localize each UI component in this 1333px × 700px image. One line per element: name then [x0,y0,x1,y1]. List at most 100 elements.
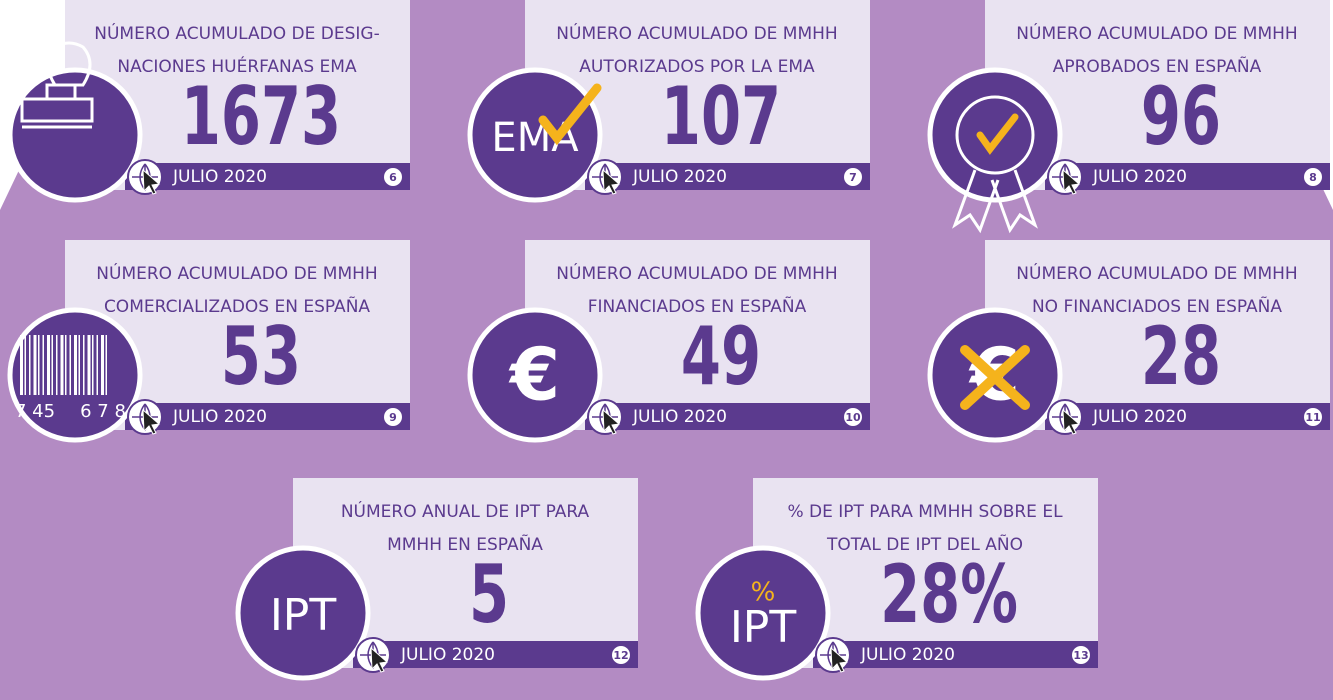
badge-number: 10 [845,411,861,424]
card-date: JULIO 2020 [1092,167,1187,187]
icon-bar [47,335,50,395]
card-date: JULIO 2020 [1092,407,1187,427]
icon-stamp [20,41,94,129]
cursor [602,168,621,195]
card-title: NÚMERO ACUMULADO DE MMHH [96,262,377,284]
icon-bar [33,335,37,395]
card-value: 49 [681,310,761,403]
badge-number: 9 [389,411,397,424]
icon-bar [51,335,53,395]
icon-bar [24,335,26,395]
icon-text: € [508,333,560,417]
icon-bar [29,335,31,395]
cursor [1062,408,1081,435]
icon-text: IPT [270,590,337,641]
icon-bar [78,335,80,395]
card-title: APROBADOS EN ESPAÑA [1053,55,1262,77]
card-title: NÚMERO ACUMULADO DE MMHH [1016,22,1297,44]
date-bar [125,163,410,190]
card: NÚMERO ACUMULADO DE MMHH APROBADOS EN ESP… [927,0,1330,234]
icon-bar [69,335,71,395]
cursor [142,408,161,435]
card-title: COMERCIALIZADOS EN ESPAÑA [104,295,370,317]
icon-medal [955,95,1035,175]
card-date: JULIO 2020 [400,645,495,665]
badge-number: 6 [389,171,397,184]
card-title: FINANCIADOS EN ESPAÑA [588,295,807,317]
icon-circle [467,67,603,203]
icon-bar [42,335,44,395]
card-title: NÚMERO ACUMULADO DE MMHH [1016,262,1297,284]
badge [844,168,862,186]
card-date: JULIO 2020 [172,407,267,427]
icon-bar [96,335,98,395]
icon-bar [105,335,107,395]
card-value: 28% [880,548,1018,641]
icon-text: IPT [730,602,797,653]
card-value: 28 [1141,310,1221,403]
card-value: 5 [469,548,509,641]
icon-check [538,83,602,146]
card-title: NACIONES HUÉRFANAS EMA [117,55,357,77]
badge-number: 13 [1073,649,1088,662]
date-bar [585,403,870,430]
card-title: TOTAL DE IPT DEL AÑO [826,533,1023,555]
badge-number: 11 [1305,411,1320,424]
card-value: 53 [221,310,301,403]
icon-text: 7 45 [15,401,55,422]
card: NÚMERO ACUMULADO DE MMHH NO FINANCIADOS E… [927,240,1330,443]
card-title: NÚMERO ACUMULADO DE DESIG- [94,22,379,44]
icon-bar [83,335,85,395]
card-value: 107 [661,70,781,163]
badge [384,168,402,186]
card: NÚMERO ACUMULADO DE DESIG- NACIONES HUÉRF… [7,0,410,203]
icon-circle [695,545,831,681]
card-date: JULIO 2020 [632,407,727,427]
date-bar [1045,163,1330,190]
card-title: % DE IPT PARA MMHH SOBRE EL [787,502,1063,522]
icon-bar [92,335,94,395]
card-date: JULIO 2020 [172,167,267,187]
badge-number: 8 [1309,171,1317,184]
card-date: JULIO 2020 [632,167,727,187]
badge-number: 7 [849,171,857,184]
cursor [370,646,389,673]
icon-circle [7,67,143,203]
badge [1304,408,1322,426]
badge-number: 12 [613,649,628,662]
date-bar [1045,403,1330,430]
card-title: NO FINANCIADOS EN ESPAÑA [1032,295,1282,317]
icon-check [976,113,1019,155]
icon-bar [20,335,23,395]
card: NÚMERO ACUMULADO DE MMHH COMERCIALIZADOS … [7,240,410,443]
icon-bar [60,335,64,395]
date-bar [585,163,870,190]
card: NÚMERO ACUMULADO DE MMHH AUTORIZADOS POR … [467,0,870,203]
badge [1072,646,1090,664]
icon-text: 6 7 8 [80,401,126,422]
card-title: NÚMERO ACUMULADO DE MMHH [556,22,837,44]
badge [612,646,630,664]
card-title: AUTORIZADOS POR LA EMA [579,57,815,77]
cursor [830,646,849,673]
card-value: 96 [1141,70,1221,163]
icon-bar [65,335,67,395]
badge [844,408,862,426]
card: NÚMERO ACUMULADO DE MMHH FINANCIADOS EN E… [467,240,870,443]
icon-circle [467,307,603,443]
cursor [602,408,621,435]
icon-ribbon [952,169,1038,234]
card: % DE IPT PARA MMHH SOBRE EL TOTAL DE IPT … [695,478,1098,681]
icon-bar [87,335,91,395]
date-bar [125,403,410,430]
date-bar [353,641,638,668]
card-title: NÚMERO ACUMULADO DE MMHH [556,262,837,284]
badge [384,408,402,426]
card-title: MMHH EN ESPAÑA [387,533,543,555]
card-date: JULIO 2020 [860,645,955,665]
icon-text: % [751,578,776,608]
icon-bar [56,335,58,395]
cursor [1062,168,1081,195]
